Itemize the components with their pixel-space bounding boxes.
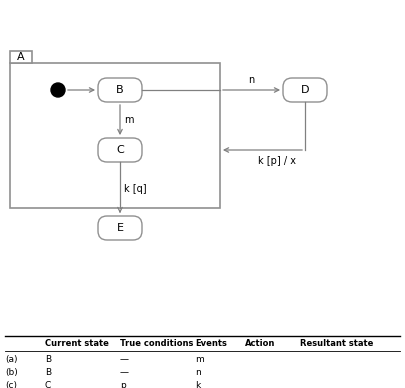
FancyBboxPatch shape <box>98 138 142 162</box>
FancyBboxPatch shape <box>282 78 326 102</box>
Text: n: n <box>194 368 200 377</box>
Text: k [p] / x: k [p] / x <box>258 156 296 166</box>
Text: True conditions: True conditions <box>120 340 193 348</box>
Text: B: B <box>45 368 51 377</box>
FancyBboxPatch shape <box>98 78 142 102</box>
Text: Events: Events <box>194 340 226 348</box>
Text: (a): (a) <box>5 355 17 364</box>
Text: m: m <box>124 115 133 125</box>
Text: n: n <box>248 75 254 85</box>
Text: m: m <box>194 355 203 364</box>
Text: k: k <box>194 381 200 388</box>
Text: B: B <box>116 85 124 95</box>
Text: Action: Action <box>244 340 275 348</box>
Text: (c): (c) <box>5 381 17 388</box>
Text: —: — <box>120 368 129 377</box>
Text: k [q]: k [q] <box>124 184 146 194</box>
Circle shape <box>51 83 65 97</box>
Text: C: C <box>45 381 51 388</box>
Text: Current state: Current state <box>45 340 109 348</box>
Text: E: E <box>116 223 123 233</box>
Bar <box>10 63 220 208</box>
Text: Resultant state: Resultant state <box>299 340 373 348</box>
Text: C: C <box>116 145 124 155</box>
Text: B: B <box>45 355 51 364</box>
Text: D: D <box>300 85 309 95</box>
Text: —: — <box>120 355 129 364</box>
Text: p: p <box>120 381 126 388</box>
Bar <box>10 51 32 63</box>
Text: A: A <box>17 52 25 62</box>
Text: (b): (b) <box>5 368 18 377</box>
FancyBboxPatch shape <box>98 216 142 240</box>
